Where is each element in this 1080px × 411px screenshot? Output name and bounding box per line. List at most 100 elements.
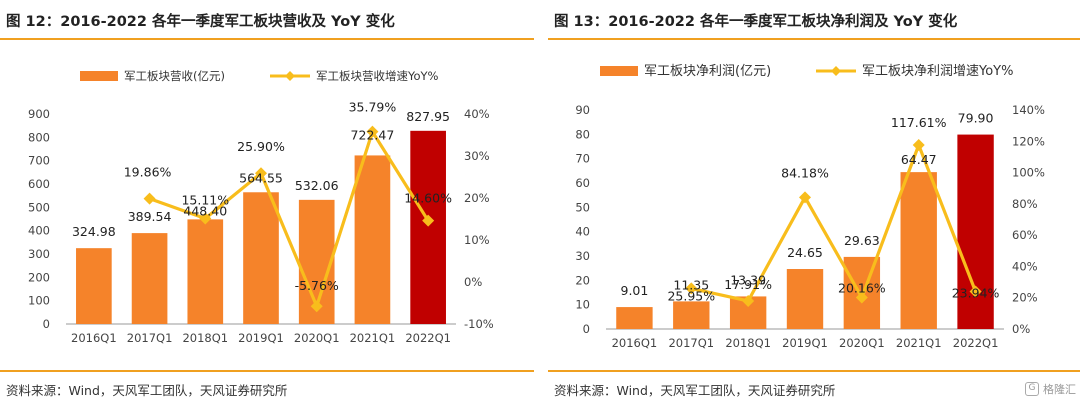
yoy-point — [685, 282, 698, 295]
yoy-line — [149, 130, 430, 308]
yoy-point — [310, 300, 323, 313]
source-rule — [0, 370, 534, 372]
legend-bar-swatch — [600, 66, 638, 76]
yoy-value-label: 117.61% — [891, 115, 947, 130]
bar-value-label: 532.06 — [295, 178, 339, 193]
title-rule — [0, 38, 534, 40]
legend-line-label: 军工板块营收增速YoY% — [316, 69, 439, 83]
bar-value-label: 324.98 — [72, 224, 116, 239]
x-axis-tick-label: 2020Q1 — [294, 331, 340, 345]
yoy-line — [690, 143, 978, 303]
yoy-point — [422, 214, 435, 227]
x-axis-tick-label: 2021Q1 — [350, 331, 396, 345]
yoy-value-label: 84.18% — [781, 165, 829, 180]
right-axis-tick-label: 0% — [1012, 322, 1030, 336]
yoy-point — [742, 294, 755, 307]
source-rule — [548, 370, 1080, 372]
bar-value-label: 24.65 — [787, 245, 823, 260]
right-axis-tick-label: 30% — [464, 149, 490, 163]
bar — [786, 269, 824, 329]
x-axis-tick-label: 2017Q1 — [127, 331, 173, 345]
left-axis-tick-label: 500 — [28, 200, 50, 214]
left-axis-tick-label: 30 — [575, 249, 590, 263]
x-axis-tick-label: 2017Q1 — [668, 336, 714, 350]
legend-bar-label: 军工板块营收(亿元) — [124, 69, 225, 83]
left-axis-tick-label: 800 — [28, 130, 50, 144]
yoy-point — [199, 212, 212, 225]
x-axis-tick-label: 2018Q1 — [182, 331, 228, 345]
yoy-point — [143, 192, 156, 205]
revenue-chart: 军工板块营收(亿元) 军工板块营收增速YoY% 0 100 200 300 400 500 60… — [28, 69, 494, 345]
bar-value-label: 827.95 — [406, 109, 450, 124]
x-axis-tick-label: 2022Q1 — [953, 336, 999, 350]
bar-value-label: 64.47 — [901, 152, 937, 167]
yoy-value-label: 17.91% — [724, 277, 772, 292]
figure-title: 图 12：2016-2022 各年一季度军工板块营收及 YoY 变化 — [6, 14, 395, 30]
bar-value-label: 564.55 — [239, 170, 283, 185]
left-axis-tick-label: 700 — [28, 154, 50, 168]
title-rule — [548, 38, 1080, 40]
bar — [410, 130, 446, 324]
legend-bar-label: 军工板块净利润(亿元) — [644, 64, 771, 79]
right-axis-tick-label: 10% — [464, 233, 490, 247]
source-note: 资料来源：Wind，天风军工团队，天风证券研究所 — [554, 383, 836, 398]
left-axis-tick-label: 600 — [28, 177, 50, 191]
figure-panel-net-profit: 图 13：2016-2022 各年一季度军工板块净利润及 YoY 变化 军工板块… — [548, 0, 1080, 411]
x-axis-tick-label: 2022Q1 — [405, 331, 451, 345]
yoy-value-label: -5.76% — [295, 278, 339, 293]
yoy-value-label: 14.60% — [404, 191, 452, 206]
bar-value-label: 11.35 — [673, 277, 709, 292]
figure-title: 图 13：2016-2022 各年一季度军工板块净利润及 YoY 变化 — [554, 14, 958, 30]
x-axis-tick-label: 2019Q1 — [782, 336, 828, 350]
left-axis-tick-label: 0 — [583, 322, 590, 336]
yoy-point — [799, 191, 811, 204]
yoy-value-label: 35.79% — [349, 100, 397, 115]
right-axis-tick-label: 120% — [1012, 134, 1045, 148]
legend-line-marker — [285, 71, 295, 81]
x-axis-tick-label: 2018Q1 — [725, 336, 771, 350]
left-axis-tick-label: 200 — [28, 270, 50, 284]
left-axis-tick-label: 60 — [575, 176, 590, 190]
x-axis-tick-label: 2019Q1 — [238, 331, 284, 345]
bar — [187, 219, 224, 324]
net-profit-chart: 军工板块净利润(亿元) 军工板块净利润增速YoY% 0 10 20 30 40 50 60 70 8… — [575, 64, 1045, 350]
left-axis-tick-label: 10 — [575, 298, 590, 312]
bar-value-label: 13.39 — [730, 272, 766, 287]
right-axis-tick-label: 0% — [464, 275, 482, 289]
yoy-value-label: 25.95% — [667, 288, 715, 303]
bar — [243, 192, 279, 324]
bar — [131, 233, 168, 324]
left-axis-tick-label: 90 — [575, 103, 590, 117]
watermark-text: 格隆汇 — [1043, 383, 1076, 396]
bar — [616, 307, 653, 329]
x-axis-tick-label: 2020Q1 — [839, 336, 885, 350]
x-axis-tick-label: 2021Q1 — [896, 336, 942, 350]
left-axis-tick-label: 900 — [28, 107, 50, 121]
legend-line-marker — [831, 66, 841, 76]
watermark: G 格隆汇 — [1025, 381, 1076, 397]
left-axis-tick-label: 100 — [28, 294, 50, 308]
yoy-value-label: 15.11% — [181, 193, 229, 208]
bar — [76, 248, 112, 324]
right-axis-tick-label: 40% — [464, 107, 490, 121]
left-axis-tick-label: 20 — [575, 273, 590, 287]
yoy-value-label: 25.90% — [237, 139, 285, 154]
legend-bar-swatch — [80, 71, 118, 81]
left-axis-tick-label: 80 — [575, 127, 590, 141]
source-note: 资料来源：Wind，天风军工团队，天风证券研究所 — [6, 383, 288, 398]
gelonghui-logo-icon: G — [1025, 382, 1039, 396]
right-axis-tick-label: 60% — [1012, 228, 1038, 242]
left-axis-tick-label: 300 — [28, 247, 50, 261]
yoy-point — [255, 167, 267, 180]
bar — [900, 172, 937, 329]
right-axis-tick-label: 100% — [1012, 166, 1045, 180]
x-axis-tick-label: 2016Q1 — [71, 331, 117, 345]
yoy-value-label: 19.86% — [124, 165, 172, 180]
right-axis-tick-label: 140% — [1012, 103, 1045, 117]
bar-value-label: 448.40 — [183, 203, 227, 218]
bar — [673, 301, 710, 329]
left-axis-tick-label: 70 — [575, 152, 590, 166]
right-axis-tick-label: 20% — [1012, 291, 1038, 305]
bar-value-label: 79.90 — [958, 111, 994, 126]
right-axis-tick-label: 80% — [1012, 197, 1038, 211]
